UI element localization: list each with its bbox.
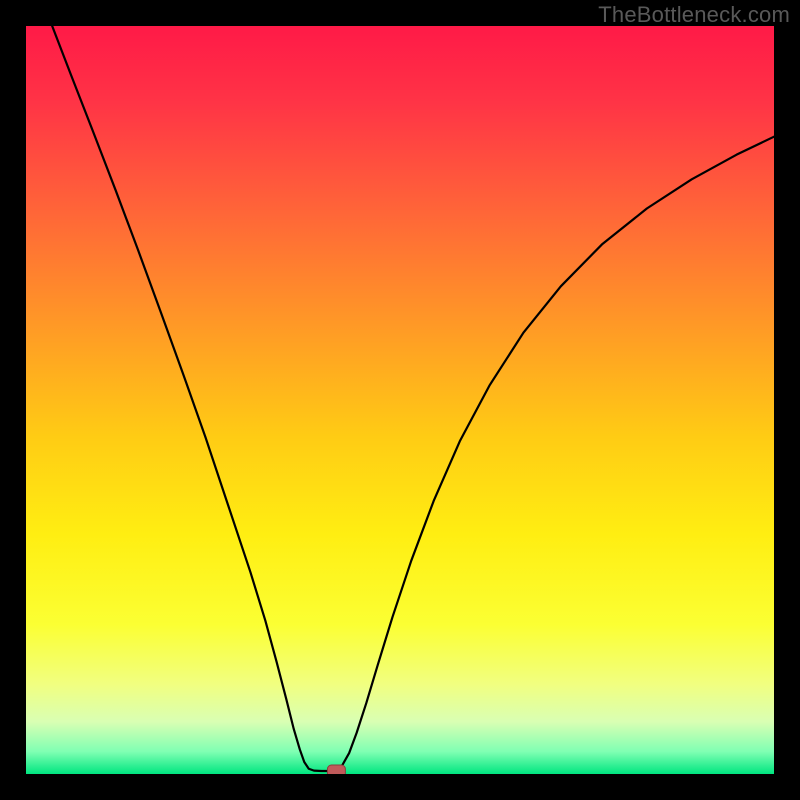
chart-svg	[26, 26, 774, 774]
watermark-text: TheBottleneck.com	[598, 2, 790, 28]
plot-area	[26, 26, 774, 774]
chart-background	[26, 26, 774, 774]
figure-canvas: TheBottleneck.com	[0, 0, 800, 800]
optimal-point-marker	[327, 765, 345, 774]
